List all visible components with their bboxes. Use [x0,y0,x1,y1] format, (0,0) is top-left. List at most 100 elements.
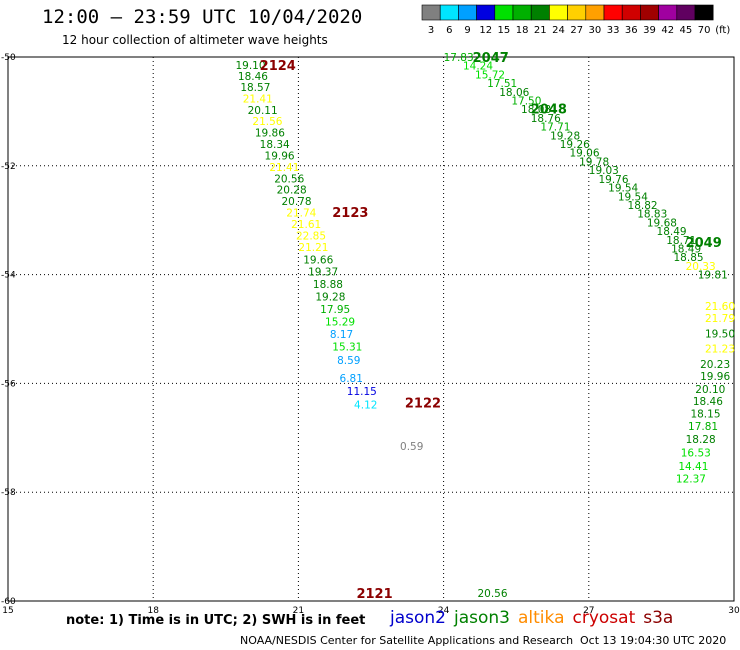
colorbar-tick-label: 15 [498,25,511,36]
pass-number-label: 2124 [260,59,296,74]
wave-height-value: 18.28 [686,434,716,446]
wave-height-value: 12.37 [676,474,706,486]
wave-height-value: 19.50 [705,328,735,340]
footer-note: note: 1) Time is in UTC; 2) SWH is in fe… [66,613,366,628]
wave-height-value: 18.82 [628,200,658,212]
colorbar-unit-label: (ft) [715,25,730,36]
colorbar-tick-label: 33 [607,25,620,36]
colorbar-tick-label: 70 [698,25,711,36]
wave-height-value: 0.59 [400,441,423,453]
map-frame [7,56,735,602]
wave-height-value: 19.54 [618,191,648,203]
wave-height-value: 19.06 [569,148,599,160]
x-tick-label: 21 [293,606,304,616]
wave-height-value: 19.26 [560,139,590,151]
wave-height-value: 15.31 [332,341,362,353]
wave-height-value: 19.54 [608,183,638,195]
wave-height-value: 21.23 [705,344,735,356]
wave-height-value: 20.23 [700,359,730,371]
wave-height-value: 18.57 [240,82,270,94]
wave-height-value: 14.24 [463,61,493,73]
wave-height-value: 22.85 [296,230,326,242]
wave-height-value: 18.49 [671,243,701,255]
x-tick-label: 24 [438,606,450,616]
wave-height-value: 18.34 [260,139,290,151]
x-tick-label: 18 [147,606,159,616]
wave-height-value: 21.21 [298,242,328,254]
colorbar-swatch [694,4,714,21]
colorbar-tick-label: 9 [464,25,470,36]
wave-height-value: 21.41 [269,162,299,174]
wave-height-value: 21.41 [243,93,273,105]
wave-height-value: 20.33 [686,261,716,273]
wave-height-value: 19.03 [589,165,619,177]
wave-height-value: 19.37 [308,266,338,278]
wave-height-value: 19.28 [315,291,345,303]
pass-number-label: 2122 [405,396,441,411]
wave-height-value: 19.78 [579,156,609,168]
wave-height-value: 8.17 [330,329,353,341]
y-tick-label: -56 [1,379,16,389]
pass-number-label: 2047 [473,51,509,66]
wave-height-value: 19.66 [303,254,333,266]
wave-height-value: 18.76 [531,113,561,125]
legend-item-s3a: s3a [643,608,674,628]
wave-height-value: 21.60 [705,301,735,313]
wave-height-value: 19.96 [700,371,730,383]
colorbar-tick-label: 21 [534,25,547,36]
wave-height-value: 4.12 [354,400,377,412]
wave-height-value: 20.10 [695,384,725,396]
y-tick-label: -52 [1,162,16,172]
wave-height-value: 16.53 [681,447,711,459]
wave-height-value: 21.79 [705,313,735,325]
wave-height-value: 20.28 [277,185,307,197]
wave-height-value: 20.56 [274,173,304,185]
wave-height-value: 18.08 [521,104,551,116]
y-tick-label: -54 [1,271,16,281]
wave-height-value: 18.71 [666,235,696,247]
wave-height-value: 18.46 [238,71,268,83]
wave-height-value: 20.11 [248,105,278,117]
wave-height-value: 21.74 [286,208,316,220]
colorbar-tick-label: 30 [589,25,602,36]
wave-height-value: 19.86 [255,128,285,140]
colorbar-tick-label: 42 [661,25,674,36]
wave-height-value: 19.81 [698,270,728,282]
credit-line: NOAA/NESDIS Center for Satellite Applica… [240,634,574,647]
colorbar-tick-label: 24 [552,25,565,36]
wave-height-value: 18.49 [657,226,687,238]
wave-height-value: 20.56 [477,588,507,600]
colorbar-tick-label: 12 [479,25,492,36]
wave-height-value: 17.95 [320,304,350,316]
wave-height-value: 18.83 [637,209,667,221]
y-tick-label: -60 [1,597,16,607]
colorbar-tick-label: 18 [516,25,529,36]
wave-height-value: 11.15 [347,386,377,398]
wave-height-value: 15.72 [475,69,505,81]
legend-item-cryosat: cryosat [572,608,636,628]
page-title: 12:00 – 23:59 UTC 10/04/2020 [42,6,363,28]
x-tick-label: 15 [2,606,13,616]
wave-height-value: 20.78 [281,196,311,208]
wave-height-value: 21.61 [291,219,321,231]
wave-height-value: 17.83 [444,52,474,64]
x-tick-label: 27 [583,606,594,616]
legend-item-altika: altika [518,608,565,628]
wave-height-value: 17.51 [487,78,517,90]
wave-height-value: 21.56 [252,116,282,128]
wave-height-value: 19.96 [265,150,295,162]
wave-height-value: 19.28 [550,130,580,142]
wave-height-value: 19.68 [647,217,677,229]
wave-height-value: 15.29 [325,316,355,328]
colorbar-tick-label: 3 [428,25,434,36]
y-tick-label: -50 [1,53,16,63]
wave-height-value: 18.85 [674,252,704,264]
wave-height-value: 17.50 [511,96,541,108]
wave-height-value: 18.46 [693,396,723,408]
colorbar-tick-label: 6 [446,25,452,36]
generation-timestamp: Oct 13 19:04:30 UTC 2020 [580,634,727,647]
x-tick-label: 30 [728,606,740,616]
wave-height-value: 18.06 [499,87,529,99]
wave-height-value: 18.15 [690,408,720,420]
pass-number-label: 2123 [332,206,368,221]
